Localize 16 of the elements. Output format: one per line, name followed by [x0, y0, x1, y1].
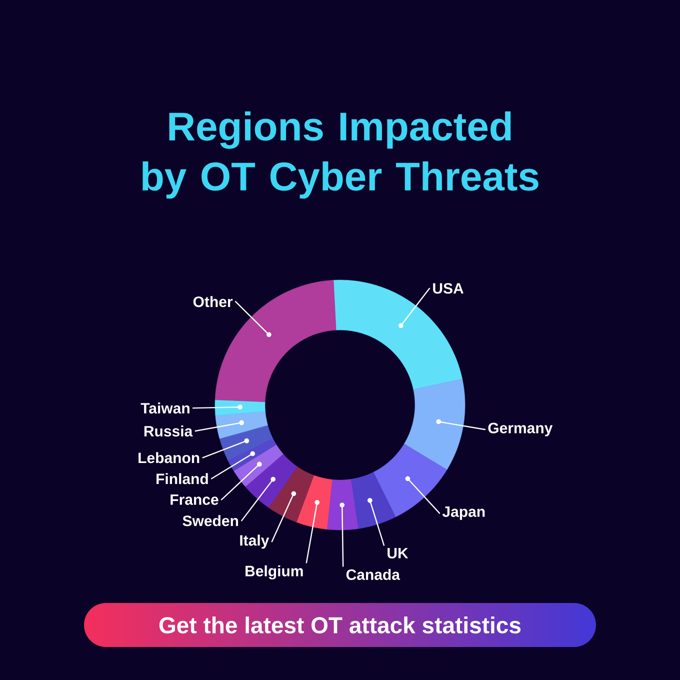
slice-label: Japan	[442, 506, 485, 520]
slice-label: Sweden	[182, 515, 238, 526]
slice-label: Other	[193, 296, 233, 308]
slice-label: USA	[433, 283, 464, 294]
slice-label: Germany	[488, 422, 553, 436]
slice-label: Italy	[240, 534, 270, 549]
slice-label: Finland	[156, 473, 208, 484]
slice-label: Russia	[144, 426, 193, 437]
slice-label: UK	[388, 548, 408, 558]
slice-label: Belgium	[246, 565, 303, 580]
text: Get the latest OT attack statistics	[159, 616, 521, 634]
slice-label: Taiwan	[140, 402, 190, 414]
slice-label: Lebanon	[138, 452, 200, 464]
slice-label: Canada	[346, 568, 400, 580]
chart-title: Regions Impacted by OT Cyber Threats	[142, 111, 538, 199]
slice-label: France	[170, 494, 218, 505]
